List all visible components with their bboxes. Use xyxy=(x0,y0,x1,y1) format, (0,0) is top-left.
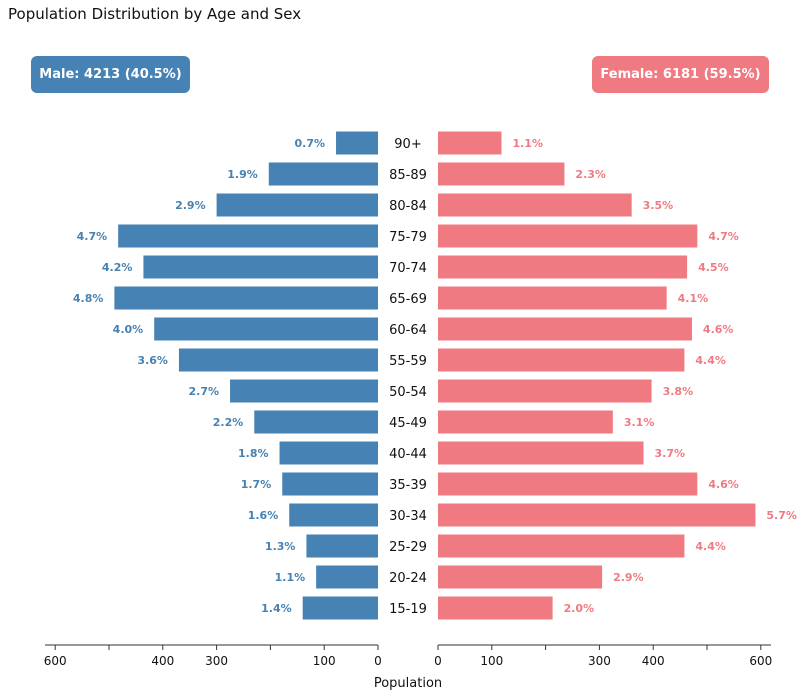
female-data-label: 4.6% xyxy=(708,478,739,491)
male-data-label: 1.4% xyxy=(261,602,292,615)
right-tick-label: 100 xyxy=(480,654,503,668)
left-tick-label: 0 xyxy=(374,654,382,668)
age-group-label: 85-89 xyxy=(389,168,427,183)
male-data-label: 2.7% xyxy=(189,385,220,398)
female-data-label: 4.7% xyxy=(708,230,739,243)
age-group-label: 50-54 xyxy=(389,385,427,400)
age-group-label: 80-84 xyxy=(389,199,427,214)
male-bar xyxy=(143,255,378,279)
female-total-badge: Female: 6181 (59.5%) xyxy=(592,56,769,93)
male-bar xyxy=(336,131,378,155)
male-data-label: 4.7% xyxy=(77,230,108,243)
age-group-label: 55-59 xyxy=(389,354,427,369)
male-bar xyxy=(216,193,378,217)
male-bar xyxy=(254,410,378,434)
female-bar xyxy=(438,379,652,403)
male-data-label: 1.7% xyxy=(241,478,272,491)
chart-title: Population Distribution by Age and Sex xyxy=(8,5,302,23)
left-tick-label: 600 xyxy=(44,654,67,668)
male-bar xyxy=(114,286,378,310)
age-group-label: 45-49 xyxy=(389,416,427,431)
right-tick-label: 300 xyxy=(588,654,611,668)
female-bar xyxy=(438,286,667,310)
age-group-label: 65-69 xyxy=(389,292,427,307)
female-data-label: 2.9% xyxy=(613,571,644,584)
age-group-label: 30-34 xyxy=(389,509,427,524)
age-group-label: 15-19 xyxy=(389,602,427,617)
female-bar xyxy=(438,441,644,465)
female-data-label: 1.1% xyxy=(512,137,543,150)
female-data-label: 4.5% xyxy=(698,261,729,274)
female-data-label: 4.6% xyxy=(703,323,734,336)
female-bar xyxy=(438,131,502,155)
female-bar xyxy=(438,410,613,434)
male-data-label: 1.9% xyxy=(227,168,258,181)
age-group-label: 40-44 xyxy=(389,447,427,462)
male-bar xyxy=(268,162,378,186)
x-axis-label: Population xyxy=(373,676,443,691)
male-data-label: 1.3% xyxy=(265,540,296,553)
male-bar xyxy=(230,379,378,403)
male-bar xyxy=(306,534,378,558)
female-bar xyxy=(438,534,685,558)
age-group-label: 90+ xyxy=(394,137,421,152)
male-data-label: 4.8% xyxy=(73,292,104,305)
female-bar xyxy=(438,162,565,186)
male-total-badge: Male: 4213 (40.5%) xyxy=(31,56,190,93)
female-bar xyxy=(438,348,685,372)
male-data-label: 2.2% xyxy=(213,416,244,429)
female-data-label: 3.7% xyxy=(655,447,686,460)
male-bar xyxy=(178,348,378,372)
female-bar xyxy=(438,193,632,217)
female-data-label: 2.3% xyxy=(575,168,606,181)
male-bar xyxy=(118,224,378,248)
female-data-label: 5.7% xyxy=(766,509,797,522)
female-bar xyxy=(438,224,698,248)
male-bar xyxy=(289,503,378,527)
female-data-label: 4.1% xyxy=(678,292,709,305)
male-data-label: 1.6% xyxy=(248,509,279,522)
female-data-label: 4.4% xyxy=(695,354,726,367)
male-data-label: 4.2% xyxy=(102,261,133,274)
female-data-label: 3.5% xyxy=(643,199,674,212)
left-tick-label: 400 xyxy=(151,654,174,668)
male-bar xyxy=(279,441,378,465)
right-tick-label: 0 xyxy=(434,654,442,668)
age-group-label: 75-79 xyxy=(389,230,427,245)
female-bar xyxy=(438,317,692,341)
male-bar xyxy=(316,565,378,589)
age-group-label: 60-64 xyxy=(389,323,427,338)
male-bar xyxy=(302,596,378,620)
male-bar xyxy=(154,317,378,341)
age-group-label: 35-39 xyxy=(389,478,427,493)
right-tick-label: 600 xyxy=(749,654,772,668)
male-data-label: 1.1% xyxy=(275,571,306,584)
male-data-label: 2.9% xyxy=(175,199,206,212)
left-tick-label: 100 xyxy=(313,654,336,668)
right-tick-label: 400 xyxy=(642,654,665,668)
age-group-label: 20-24 xyxy=(389,571,427,586)
male-data-label: 1.8% xyxy=(238,447,269,460)
female-bar xyxy=(438,472,698,496)
female-bar xyxy=(438,565,603,589)
female-data-label: 3.8% xyxy=(663,385,694,398)
female-data-label: 3.1% xyxy=(624,416,655,429)
male-data-label: 3.6% xyxy=(137,354,168,367)
male-data-label: 4.0% xyxy=(113,323,144,336)
female-bar xyxy=(438,503,756,527)
age-group-label: 70-74 xyxy=(389,261,427,276)
male-bar xyxy=(282,472,378,496)
female-bar xyxy=(438,596,553,620)
female-bar xyxy=(438,255,688,279)
male-data-label: 0.7% xyxy=(295,137,326,150)
age-group-label: 25-29 xyxy=(389,540,427,555)
left-tick-label: 300 xyxy=(205,654,228,668)
female-data-label: 2.0% xyxy=(564,602,595,615)
female-data-label: 4.4% xyxy=(695,540,726,553)
